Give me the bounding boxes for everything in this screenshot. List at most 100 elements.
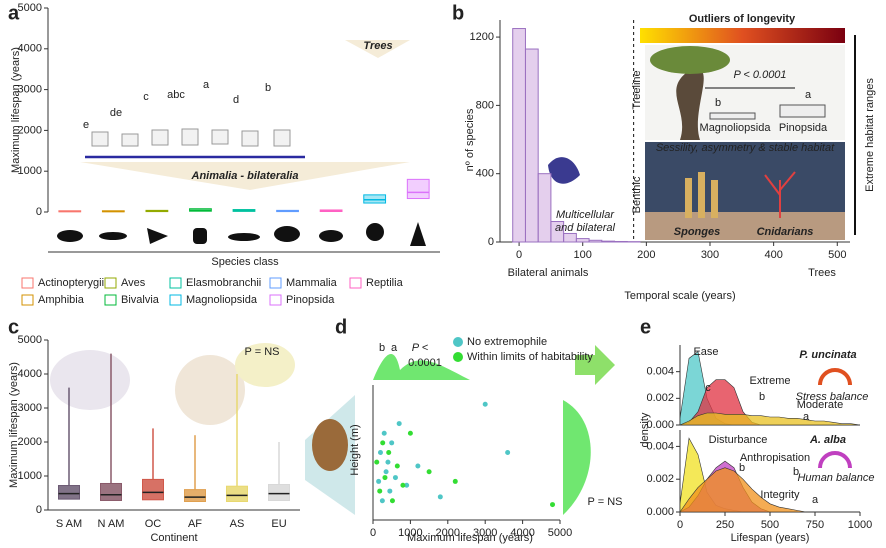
point (389, 498, 395, 504)
y-tick-label: 0.004 (646, 440, 674, 452)
point (385, 459, 391, 465)
x-axis-label: Maximum lifespan (years) (407, 532, 533, 544)
annotation: P = NS (245, 346, 280, 358)
point (386, 450, 392, 455)
y-tick-label: 1000 (18, 165, 42, 177)
y-tick-label: 3000 (18, 402, 42, 414)
point (482, 401, 488, 407)
point (380, 440, 386, 446)
density-area (679, 467, 860, 513)
legend-label: Magnoliopsida (186, 294, 258, 306)
y-tick-label: 1200 (470, 31, 494, 43)
group-letter: d (233, 94, 239, 106)
bar (563, 232, 577, 243)
bar (524, 48, 539, 243)
x-axis-label: Species class (211, 256, 279, 268)
legend-label: Aves (121, 277, 146, 289)
legend-label: Amphibia (38, 294, 85, 306)
x-tick-label: 200 (637, 249, 655, 261)
group-letter: a (203, 79, 210, 91)
box (268, 484, 290, 501)
legend-swatch (21, 277, 34, 289)
y-axis-label: density (639, 412, 651, 447)
y-tick-label: 1000 (18, 470, 42, 482)
group-letter: b (265, 82, 271, 94)
legend-marker (453, 352, 463, 362)
x-tick-label: 750 (806, 519, 824, 531)
panel-label: e (640, 316, 651, 338)
annotation: Treeline (631, 70, 643, 109)
legend-swatch (21, 294, 34, 306)
point (394, 463, 400, 469)
y-tick-label: 400 (476, 168, 494, 180)
x-axis-label: Temporal scale (years) (624, 290, 735, 302)
annotation: b (715, 97, 721, 109)
annotation: P < 0.0001 (733, 69, 786, 81)
x-axis-label: Continent (150, 532, 197, 544)
y-axis-label: Height (m) (349, 424, 361, 475)
y-tick-label: 4000 (18, 368, 42, 380)
annotation: a (391, 342, 398, 354)
x-tick-label: OC (145, 518, 162, 530)
legend-label: Pinopsida (286, 294, 335, 306)
group-letter: de (110, 107, 122, 119)
point (407, 430, 413, 436)
point (550, 502, 556, 508)
bar (601, 240, 616, 243)
point (377, 488, 383, 494)
annotation: Cnidarians (757, 226, 814, 238)
bar (550, 221, 565, 243)
y-tick-label: 5000 (18, 334, 42, 346)
x-tick-label: 300 (701, 249, 719, 261)
legend-label: Mammalia (286, 277, 338, 289)
x-tick-label: 5000 (548, 527, 572, 539)
y-tick-label: 5000 (18, 2, 42, 14)
annotation: Benthic (631, 176, 643, 213)
box (363, 194, 387, 204)
y-tick-label: 4000 (18, 43, 42, 55)
point (389, 440, 395, 446)
decoration (50, 28, 856, 515)
x-tick-label: 1000 (398, 527, 422, 539)
x-tick-label: 0 (370, 527, 376, 539)
y-tick-label: 0.000 (646, 419, 674, 431)
panel-label: c (8, 316, 19, 338)
point (426, 469, 432, 475)
y-tick-label: 0 (36, 206, 42, 218)
panel-label: d (335, 316, 347, 338)
annotation: P. uncinata (799, 349, 856, 361)
annotation: Trees (808, 267, 836, 279)
point (381, 430, 387, 436)
box (58, 485, 80, 500)
annotation: b (759, 391, 765, 403)
legend-swatch (169, 294, 182, 306)
x-tick-label: AF (188, 518, 202, 530)
annotation: Pinopsida (779, 122, 828, 134)
x-tick-label: N AM (98, 518, 125, 530)
y-tick-label: 0.002 (646, 473, 674, 485)
y-axis-label: Maximum lifespan (years) (10, 47, 22, 173)
annotation: Extreme habitat ranges (864, 78, 876, 192)
box (226, 485, 248, 503)
legend-label: Reptilia (366, 277, 404, 289)
series-label: Anthropisation (740, 452, 810, 464)
point (379, 498, 385, 504)
series-label: Disturbance (709, 434, 768, 446)
y-tick-label: 0 (488, 236, 494, 248)
x-tick-label: S AM (56, 518, 82, 530)
legend-swatch (269, 294, 282, 306)
legend-marker (453, 337, 463, 347)
group-letter: abc (167, 89, 185, 101)
legend-label: Elasmobranchii (186, 277, 261, 289)
x-tick-label: 100 (574, 249, 592, 261)
series-label: Extreme (750, 375, 791, 387)
annotation: Sessility, asymmetry & stable habitat (656, 142, 835, 154)
annotation: Bilateral animals (508, 267, 589, 279)
point (376, 478, 382, 484)
point (392, 475, 398, 481)
bar (512, 28, 526, 243)
bar (588, 239, 603, 243)
annotation: b (379, 342, 385, 354)
annotation: a (805, 89, 812, 101)
legend-swatch (269, 277, 282, 289)
